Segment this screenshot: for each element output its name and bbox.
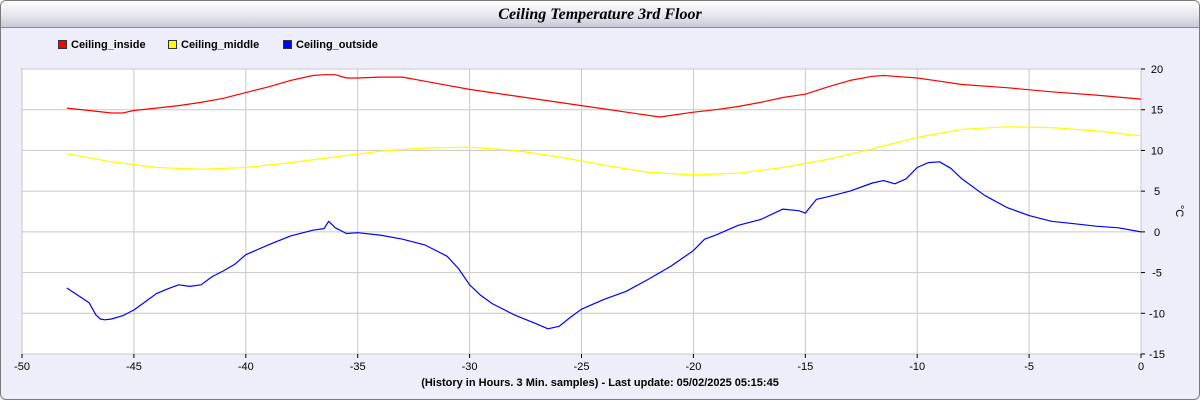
x-tick-label: -5 [1024, 361, 1034, 373]
x-tick-label: -45 [126, 361, 142, 373]
legend-label-ceiling-inside: Ceiling_inside [71, 39, 146, 51]
legend-item-ceiling-inside: Ceiling_inside [58, 39, 146, 51]
chart-title: Ceiling Temperature 3rd Floor [498, 6, 702, 23]
legend-swatch-blue [283, 40, 292, 49]
y-tick-label: -15 [1149, 349, 1165, 361]
series-line-ceiling-middle [66, 126, 1142, 176]
title-bar: Ceiling Temperature 3rd Floor [1, 1, 1199, 28]
series-line-ceiling-inside [66, 74, 1142, 118]
x-tick-label: -30 [462, 361, 478, 373]
x-tick-label: -25 [574, 361, 590, 373]
y-tick-label: 15 [1151, 105, 1163, 117]
x-tick-label: -15 [797, 361, 813, 373]
x-axis-ticks: -50 -45 -40 -35 -30 -25 -20 -15 -10 -5 0 [14, 354, 1144, 373]
y-tick-label: -10 [1149, 308, 1165, 320]
y-tick-label: 20 [1151, 64, 1163, 76]
x-tick-label: -35 [350, 361, 366, 373]
y-tick-label: 5 [1154, 186, 1160, 198]
x-tick-label: -10 [909, 361, 925, 373]
series-lines [66, 74, 1142, 330]
y-tick-label: -5 [1152, 268, 1162, 280]
y-tick-label: 0 [1154, 227, 1160, 239]
legend-item-ceiling-outside: Ceiling_outside [283, 39, 378, 51]
legend-item-ceiling-middle: Ceiling_middle [168, 39, 259, 51]
legend-label-ceiling-middle: Ceiling_middle [181, 39, 260, 51]
x-tick-label: 0 [1138, 361, 1144, 373]
legend-swatch-yellow [168, 40, 177, 49]
x-tick-label: -50 [14, 361, 30, 373]
series-line-ceiling-outside [66, 161, 1142, 330]
y-axis-ticks: 20 15 10 5 0 -5 -10 -15 [1141, 64, 1165, 361]
x-tick-label: -20 [685, 361, 701, 373]
legend-swatch-red [58, 40, 67, 49]
y-axis-unit-label: °C [1173, 205, 1185, 217]
y-tick-label: 10 [1151, 145, 1163, 157]
x-tick-label: -40 [238, 361, 254, 373]
x-axis-caption: (History in Hours. 3 Min. samples) - Las… [421, 377, 779, 389]
legend-label-ceiling-outside: Ceiling_outside [296, 39, 378, 51]
